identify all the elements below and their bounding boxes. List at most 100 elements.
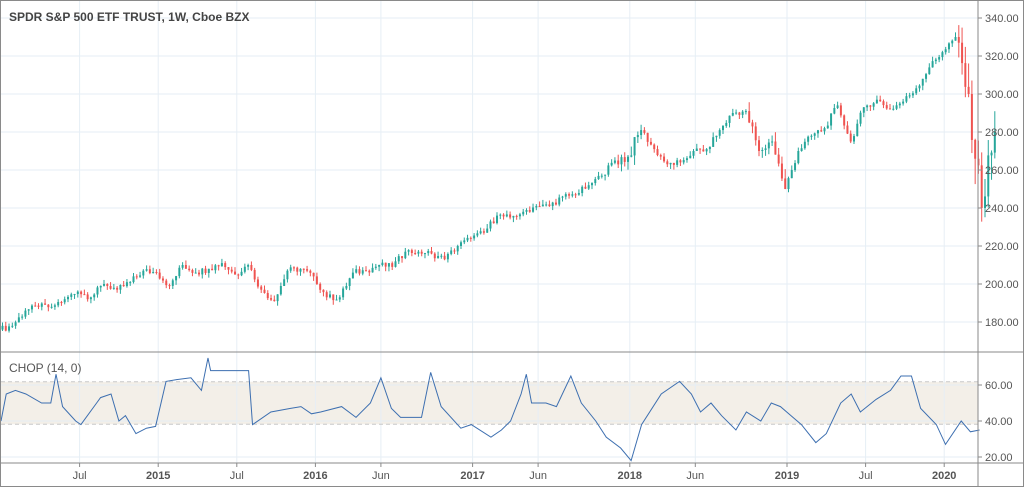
candle-body xyxy=(76,291,79,295)
time-tick-label: Jun xyxy=(529,470,547,482)
candle-body xyxy=(538,206,541,208)
candle-body xyxy=(931,61,934,68)
candle-body xyxy=(807,136,810,142)
candle-body xyxy=(40,303,43,307)
candle-body xyxy=(853,136,855,142)
candle-body xyxy=(597,175,600,180)
candle-body xyxy=(577,193,580,195)
candle-body xyxy=(554,202,557,205)
time-tick-label: Jul xyxy=(230,470,244,482)
candle-body xyxy=(564,194,567,197)
candle-body xyxy=(296,267,299,272)
candle-body xyxy=(165,280,168,286)
candle-body xyxy=(987,155,990,197)
candle-body xyxy=(476,233,479,236)
candle-body xyxy=(279,286,282,295)
candle-body xyxy=(243,266,246,272)
candle-body xyxy=(70,294,73,297)
candle-body xyxy=(535,206,538,208)
candle-body xyxy=(784,178,787,189)
candle-body xyxy=(378,265,381,267)
candle-body xyxy=(423,253,426,255)
candle-body xyxy=(915,88,918,94)
candle-body xyxy=(702,149,705,152)
candle-body xyxy=(718,130,721,136)
candle-body xyxy=(135,276,138,278)
candle-body xyxy=(518,214,521,217)
candle-body xyxy=(522,211,525,215)
price-tick-label: 180.00 xyxy=(985,317,1019,329)
candle-body xyxy=(771,141,774,143)
candle-body xyxy=(695,148,698,151)
candle-body xyxy=(335,299,338,301)
chop-tick-label: 20.00 xyxy=(985,452,1013,464)
candle-body xyxy=(551,202,554,207)
candle-body xyxy=(57,302,60,306)
candle-body xyxy=(155,272,158,274)
candle-body xyxy=(816,130,819,134)
candle-body xyxy=(767,142,770,149)
candle-body xyxy=(902,101,905,104)
candle-body xyxy=(787,178,790,189)
candle-body xyxy=(509,214,512,218)
time-tick-label: 2016 xyxy=(303,470,327,482)
candle-body xyxy=(53,305,56,307)
candle-body xyxy=(689,155,692,159)
candle-body xyxy=(574,194,577,196)
candle-body xyxy=(237,274,240,276)
price-tick-label: 280.00 xyxy=(985,127,1019,139)
candle-body xyxy=(214,265,217,271)
candle-body xyxy=(528,210,531,212)
candle-body xyxy=(109,285,112,289)
candle-body xyxy=(758,140,761,151)
candle-body xyxy=(839,105,842,116)
candle-body xyxy=(751,122,754,127)
candle-body xyxy=(843,115,846,126)
candle-body xyxy=(908,95,911,97)
candle-body xyxy=(4,325,7,331)
candle-body xyxy=(116,287,119,290)
candle-body xyxy=(460,242,462,246)
candle-body xyxy=(744,111,747,113)
candle-body xyxy=(797,151,800,164)
candle-body xyxy=(358,269,361,274)
candle-body xyxy=(813,133,816,136)
candle-body xyxy=(738,112,741,115)
time-tick-label: 2020 xyxy=(932,470,956,482)
candle-body xyxy=(198,272,200,275)
candle-body xyxy=(401,256,404,259)
candle-body xyxy=(885,105,888,109)
candle-body xyxy=(548,204,551,207)
candle-body xyxy=(37,305,40,307)
candle-body xyxy=(256,279,259,287)
candle-body xyxy=(627,156,630,162)
candle-body xyxy=(584,186,587,189)
candle-body xyxy=(633,137,636,156)
candle-body xyxy=(443,255,446,260)
indicator-label[interactable]: CHOP (14, 0) xyxy=(9,361,82,375)
candle-body xyxy=(941,52,944,58)
candle-body xyxy=(502,214,505,217)
candle-body xyxy=(515,215,518,217)
price-tick-label: 340.00 xyxy=(985,13,1019,25)
candle-body xyxy=(525,210,528,212)
candle-body xyxy=(201,268,204,275)
candle-body xyxy=(103,284,106,286)
candle-body xyxy=(964,63,967,87)
candle-body xyxy=(73,294,76,296)
candle-body xyxy=(83,294,86,296)
candle-body xyxy=(820,130,823,132)
candle-body xyxy=(587,185,590,189)
candle-body xyxy=(384,262,387,267)
candle-body xyxy=(849,133,852,142)
candle-body xyxy=(669,162,672,165)
candle-body xyxy=(594,179,597,184)
candle-body xyxy=(715,135,718,138)
candle-body xyxy=(591,183,593,186)
candle-body xyxy=(970,94,973,140)
candle-body xyxy=(610,162,613,166)
candle-body xyxy=(505,214,508,217)
candle-body xyxy=(319,283,322,290)
